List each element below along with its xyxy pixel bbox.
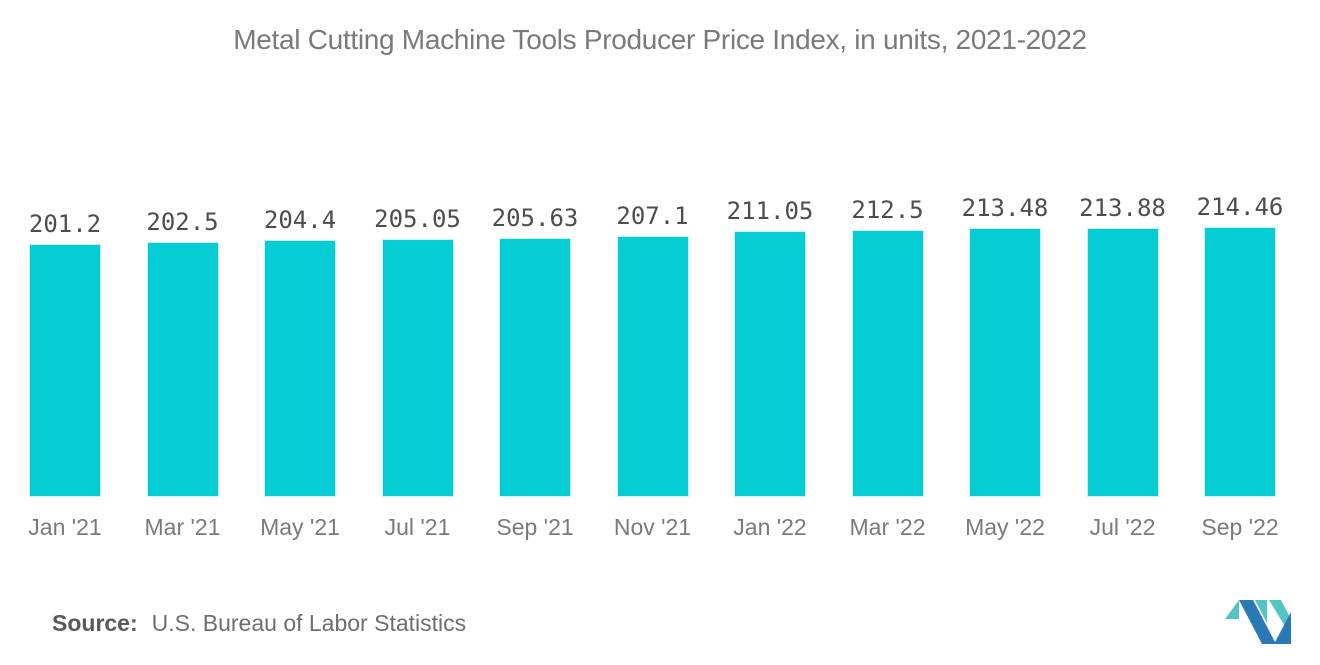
bar-column: 207.1 Nov '21 [613,185,692,557]
bar-column: 205.05 Jul '21 [374,185,461,557]
bar [1204,227,1276,497]
x-axis-label: Jan '22 [733,513,807,540]
bar [969,228,1041,497]
x-axis-label: Jul '22 [1089,513,1156,540]
bar-value-label: 213.88 [1079,193,1166,222]
x-axis-label: Jan '21 [28,513,102,540]
bar [29,243,101,497]
bar-column: 202.5 Mar '21 [144,185,221,557]
logo-shape-blue-right-stroke [1274,612,1291,644]
bar-column: 214.46 Sep '22 [1197,185,1284,557]
source-line: Source: U.S. Bureau of Labor Statistics [52,610,466,637]
bar [851,229,924,497]
bar-column: 212.5 Mar '22 [849,185,926,557]
x-axis-label: Mar '21 [144,513,221,540]
bar [381,238,454,497]
bar [616,236,689,497]
bar-value-label: 207.1 [616,202,689,231]
x-axis-label: Mar '22 [849,513,926,540]
source-label: Source: [52,610,138,636]
bar-value-label: 202.5 [146,208,219,237]
bar [499,238,571,497]
bar-value-label: 214.46 [1196,193,1284,221]
mordor-intelligence-logo [1225,600,1291,644]
x-axis-label: Jul '21 [384,513,451,540]
bar-value-label: 212.5 [851,195,924,224]
x-axis-label: Nov '21 [613,513,692,540]
bar-column: 213.48 May '22 [962,185,1049,557]
bar-value-label: 205.63 [491,204,579,233]
plot-area: 201.2 Jan '21 202.5 Mar '21 204.4 May '2… [28,185,1284,557]
bar-value-label: 211.05 [726,197,814,226]
bar-value-label: 213.48 [961,194,1049,223]
chart-title: Metal Cutting Machine Tools Producer Pri… [233,24,1087,55]
bar [734,231,806,497]
bar-column: 205.63 Sep '21 [492,185,579,557]
bar [1086,227,1159,497]
bar-column: 201.2 Jan '21 [28,185,102,557]
logo-shape-teal-left [1225,600,1239,619]
bar-value-label: 201.2 [28,209,102,238]
bar [146,242,219,497]
bar-column: 213.88 Jul '22 [1079,185,1166,557]
bar-value-label: 204.4 [263,205,337,234]
x-axis-label: Sep '22 [1201,513,1279,540]
bar [264,239,336,497]
x-axis-label: May '22 [965,513,1045,540]
x-axis-label: May '21 [260,513,340,540]
logo-shape-teal-middle [1255,600,1267,623]
source-text: U.S. Bureau of Labor Statistics [151,610,467,636]
logo-shape-blue-left-stroke [1239,600,1276,644]
bar-column: 204.4 May '21 [260,185,340,557]
x-axis-label: Sep '21 [496,513,574,540]
bar-value-label: 205.05 [374,204,461,233]
bar-column: 211.05 Jan '22 [727,185,814,557]
